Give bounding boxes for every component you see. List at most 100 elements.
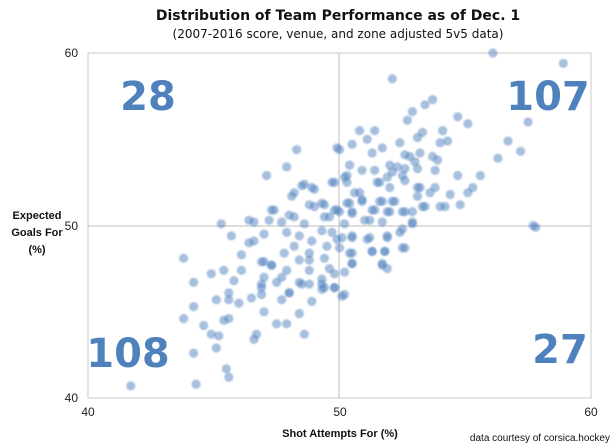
data-point xyxy=(463,188,473,198)
data-point xyxy=(279,248,289,258)
data-point xyxy=(282,227,292,237)
data-point xyxy=(259,272,269,282)
data-point xyxy=(402,115,412,125)
data-point xyxy=(322,241,332,251)
data-point xyxy=(189,277,199,287)
data-point xyxy=(410,157,420,167)
data-point xyxy=(370,126,380,136)
data-point xyxy=(216,219,226,229)
data-point xyxy=(259,229,269,239)
data-point xyxy=(309,201,319,212)
data-point xyxy=(347,258,357,269)
data-point xyxy=(211,295,221,305)
y-tick-label: 50 xyxy=(65,219,79,233)
data-point xyxy=(199,320,209,331)
data-point xyxy=(337,291,347,301)
data-point xyxy=(400,243,410,253)
data-point xyxy=(272,319,282,329)
data-point xyxy=(357,195,367,205)
data-point xyxy=(317,274,327,284)
data-point xyxy=(385,207,395,217)
data-point xyxy=(455,200,465,210)
data-point xyxy=(412,191,423,201)
data-point xyxy=(259,307,269,317)
data-point xyxy=(387,74,397,84)
data-point xyxy=(304,248,314,258)
chart-title: Distribution of Team Performance as of D… xyxy=(156,8,520,24)
data-point xyxy=(249,334,259,344)
data-point xyxy=(355,126,365,136)
data-point xyxy=(299,329,309,339)
data-point xyxy=(307,236,317,246)
data-point xyxy=(377,260,387,270)
points-layer xyxy=(126,48,568,391)
data-point xyxy=(377,217,387,227)
data-point xyxy=(339,267,350,277)
data-point xyxy=(292,145,302,155)
data-point xyxy=(189,302,199,312)
data-point xyxy=(224,372,234,382)
data-point xyxy=(211,343,221,353)
data-point xyxy=(428,95,438,105)
data-point xyxy=(375,177,385,187)
data-point xyxy=(345,160,355,170)
data-point xyxy=(377,196,387,206)
data-point xyxy=(385,160,395,170)
quadrant-count-top-left: 28 xyxy=(120,74,176,120)
data-point xyxy=(370,165,380,175)
data-point xyxy=(224,295,234,305)
data-point xyxy=(294,255,304,265)
chart-subtitle: (2007-2016 score, venue, and zone adjust… xyxy=(173,27,504,41)
data-point xyxy=(412,132,423,143)
data-point xyxy=(309,184,319,194)
quadrant-count-top-right: 107 xyxy=(506,74,590,120)
data-point xyxy=(282,162,292,172)
data-point xyxy=(347,208,357,218)
data-point xyxy=(377,143,387,153)
data-point xyxy=(319,283,329,293)
data-point xyxy=(355,188,365,198)
data-point xyxy=(382,172,392,182)
data-point xyxy=(269,205,279,215)
data-point xyxy=(400,164,410,174)
data-point xyxy=(367,246,377,256)
data-point xyxy=(420,201,430,212)
data-point xyxy=(329,177,340,187)
quadrant-count-bottom-right: 27 xyxy=(532,327,588,373)
data-point xyxy=(516,146,526,156)
data-point xyxy=(370,205,380,215)
data-point xyxy=(407,217,417,227)
data-point xyxy=(246,293,257,303)
x-tick-label: 50 xyxy=(333,405,347,419)
data-point xyxy=(282,319,292,329)
data-point xyxy=(430,182,440,193)
data-point xyxy=(179,314,189,324)
data-point xyxy=(219,265,229,275)
data-point xyxy=(236,250,246,260)
x-axis-title: Shot Attempts For (%) xyxy=(282,428,398,440)
data-point xyxy=(206,329,216,339)
data-point xyxy=(367,148,377,158)
data-point xyxy=(435,138,445,148)
data-point xyxy=(392,162,402,172)
data-point xyxy=(189,348,199,358)
data-point xyxy=(347,231,357,241)
y-axis-title-line: Expected xyxy=(13,210,62,222)
data-point xyxy=(445,189,455,200)
y-tick-label: 60 xyxy=(65,46,79,60)
data-point xyxy=(324,212,334,222)
data-point xyxy=(272,277,282,287)
data-point xyxy=(345,198,355,208)
data-point xyxy=(415,148,425,158)
data-point xyxy=(277,217,287,227)
data-point xyxy=(390,196,400,206)
data-point xyxy=(277,295,287,305)
data-point xyxy=(400,207,410,217)
data-point xyxy=(531,222,541,232)
data-point xyxy=(324,264,334,274)
data-point xyxy=(339,172,350,182)
data-point xyxy=(488,48,498,58)
quadrant-count-bottom-left: 108 xyxy=(86,331,170,377)
data-point xyxy=(289,212,299,222)
data-point xyxy=(304,279,314,289)
